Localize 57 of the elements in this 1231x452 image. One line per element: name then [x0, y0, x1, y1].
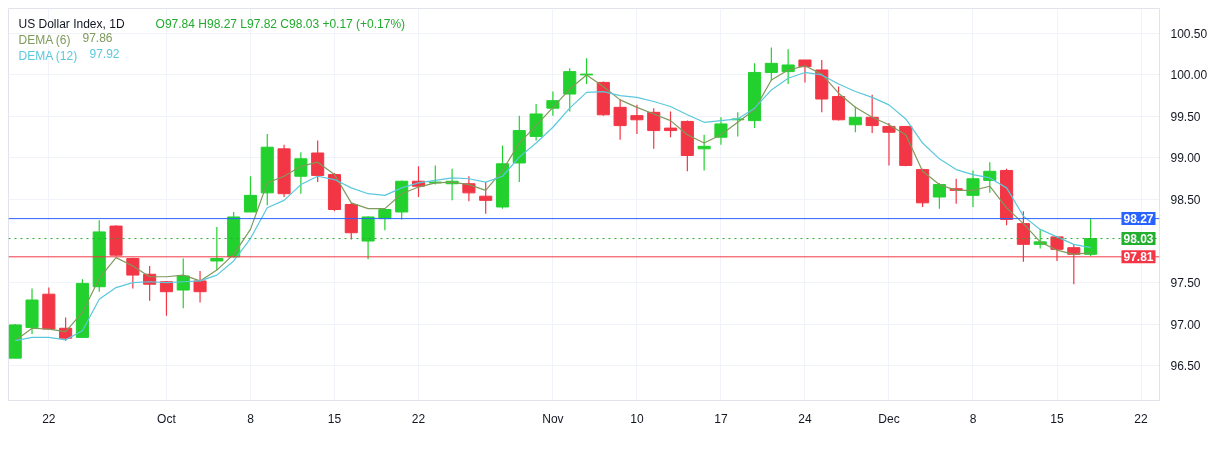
- candlestick: [529, 103, 543, 142]
- candlestick: [159, 280, 173, 317]
- x-tick-label: 15: [1050, 411, 1064, 426]
- x-tick-label: 15: [327, 411, 342, 426]
- x-tick-label: Dec: [878, 411, 900, 426]
- candlestick: [832, 85, 846, 122]
- candlestick: [647, 107, 661, 150]
- text: DEMA (6): [18, 32, 71, 47]
- ref-line-label: 98.03: [1123, 232, 1154, 247]
- y-tick-label: 98.50: [1170, 193, 1201, 208]
- y-tick-label: 97.50: [1170, 276, 1201, 291]
- candlestick: [378, 208, 392, 231]
- y-tick-label: 99.00: [1170, 151, 1201, 166]
- candlestick: [663, 110, 678, 138]
- candlestick: [479, 181, 493, 215]
- text: US Dollar Index, 1D: [18, 16, 125, 31]
- x-tick-label: 22: [42, 411, 56, 426]
- y-tick-label: 96.50: [1170, 359, 1201, 374]
- candlestick: [697, 134, 711, 172]
- x-tick-label: 22: [411, 411, 426, 426]
- y-tick-label: 97.00: [1170, 317, 1201, 332]
- candlestick: [193, 270, 207, 304]
- annotation: 97.86: [82, 30, 113, 45]
- x-tick-label: Oct: [157, 411, 177, 426]
- x-tick-label: 8: [969, 411, 977, 426]
- candlestick: [932, 182, 946, 210]
- candlestick: [882, 122, 896, 167]
- annotation: 97.92: [89, 46, 120, 61]
- candlestick: [311, 139, 325, 183]
- annotation: O97.84 H98.27 L97.82 C98.03 +0.17 (+0.17%): [155, 16, 406, 31]
- candlestick: [865, 94, 879, 134]
- x-tick-label: 22: [1134, 411, 1149, 426]
- x-tick-label: 10: [630, 411, 644, 426]
- candlestick: [210, 226, 224, 271]
- candlestick: [764, 46, 778, 82]
- y-tick-label: 99.50: [1170, 109, 1201, 124]
- candlestick: [546, 90, 560, 117]
- x-tick-label: 17: [714, 411, 728, 426]
- candlestick: [613, 98, 627, 141]
- y-tick-label: 100.50: [1170, 26, 1208, 41]
- candlestick: [1084, 218, 1098, 257]
- candlestick: [563, 67, 577, 113]
- candlestick: [848, 105, 862, 133]
- candlestick: [462, 175, 476, 202]
- candlestick: [630, 104, 644, 135]
- ref-line-label: 97.81: [1123, 250, 1154, 265]
- candlestick: [294, 151, 308, 195]
- candlestick: [966, 169, 980, 208]
- candlestick: [243, 175, 258, 213]
- x-tick-label: 24: [798, 411, 812, 426]
- ref-line-label: 98.27: [1123, 212, 1154, 227]
- y-tick-label: 100.00: [1170, 68, 1208, 83]
- x-tick-label: 8: [247, 411, 255, 426]
- candlestick: [579, 57, 594, 85]
- x-tick-label: Nov: [542, 411, 564, 426]
- text: DEMA (12): [18, 48, 78, 63]
- candlestick: [714, 116, 728, 146]
